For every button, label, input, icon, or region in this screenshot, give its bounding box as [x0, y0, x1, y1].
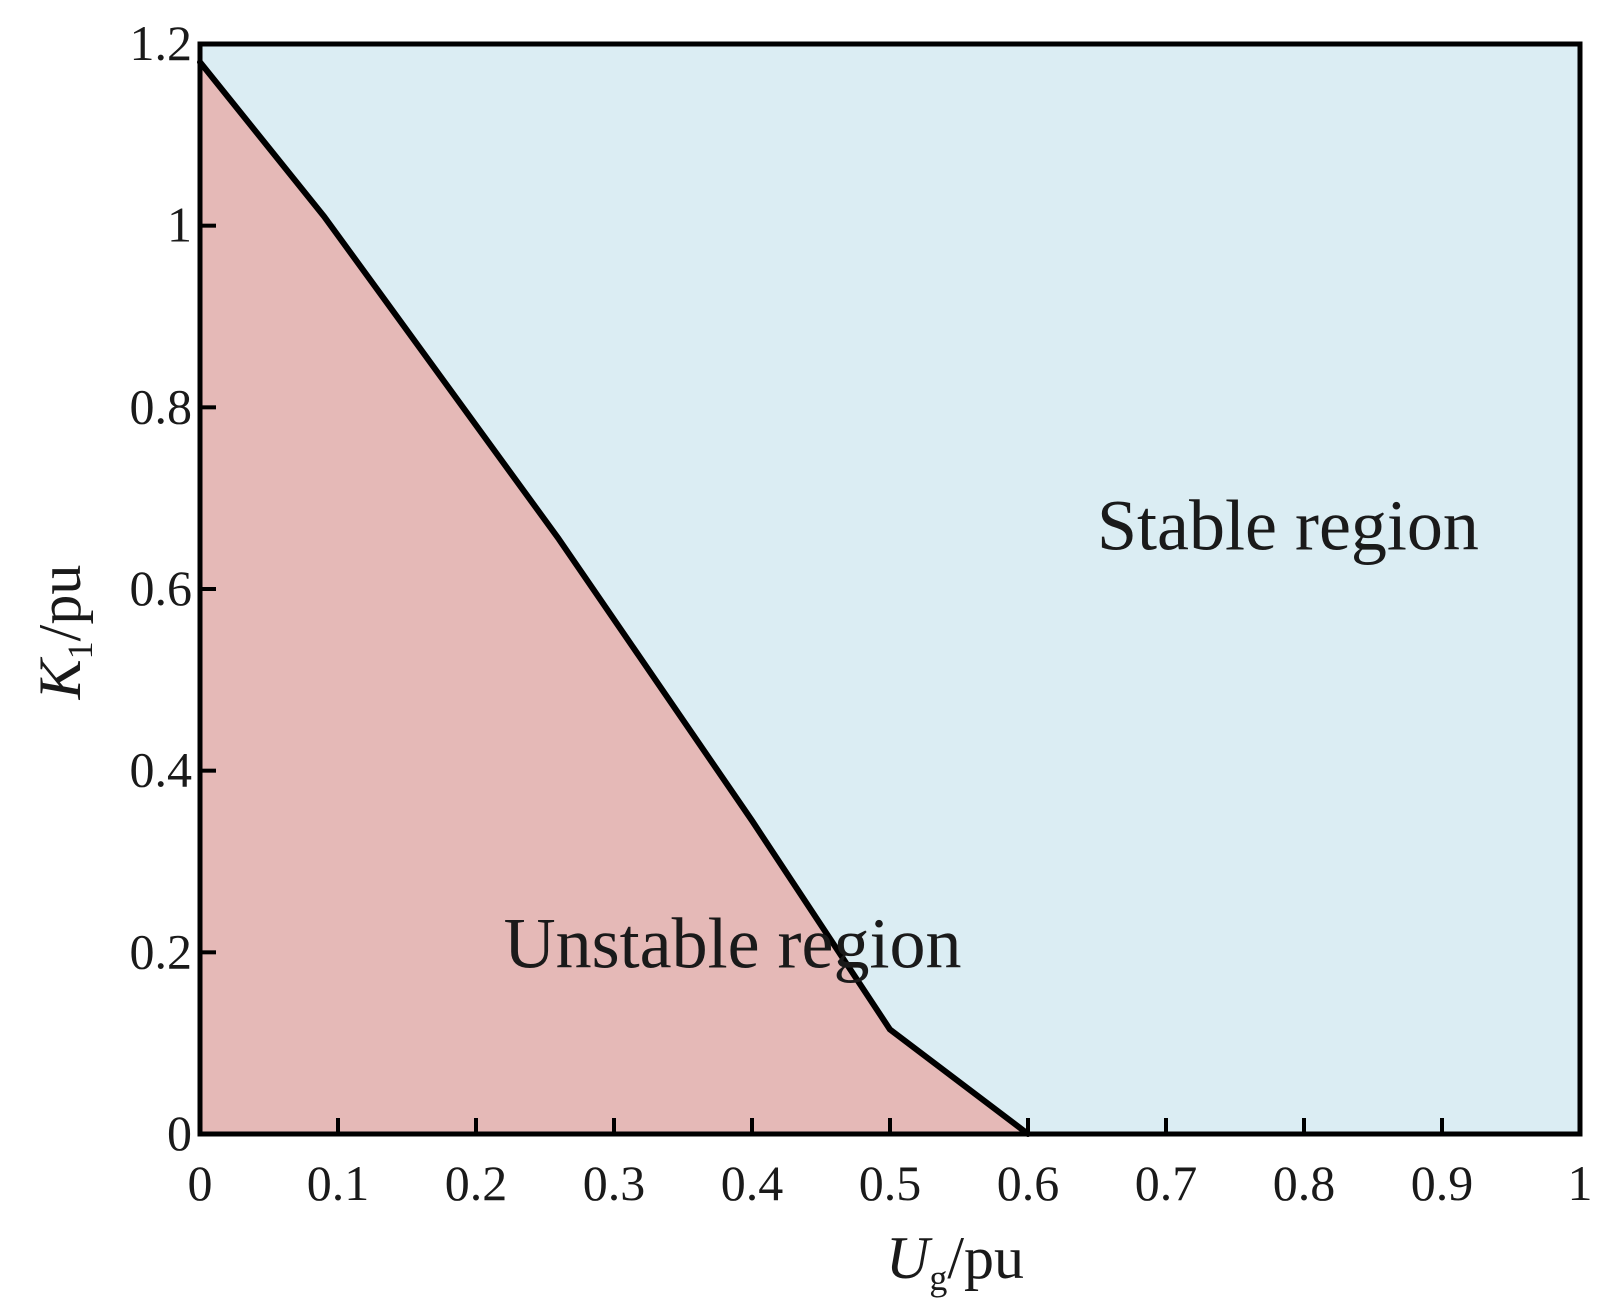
x-axis-unit: /pu [947, 1225, 1024, 1291]
region-labels-layer: Unstable region Stable region [504, 485, 1479, 983]
ticks-layer: 0 0.1 0.2 0.3 0.4 0.5 0.6 0.7 0.8 0.9 1 0 0.2 0.4 0.6 0… [130, 15, 1593, 1211]
x-tick-label: 0.5 [859, 1155, 922, 1211]
y-tick-label: 0 [167, 1105, 192, 1161]
x-tick-label: 0.3 [583, 1155, 646, 1211]
stability-boundary-line [197, 59, 1031, 1137]
y-tick-label: 1 [167, 197, 192, 253]
y-tick-label: 0.4 [130, 742, 193, 798]
y-axis-subscript: 1 [60, 641, 100, 659]
unstable-region-fill [200, 62, 1028, 1135]
x-axis-subscript: g [929, 1258, 947, 1298]
x-tick-label: 0.1 [307, 1155, 370, 1211]
x-axis-title: Ug/pu [886, 1225, 1024, 1298]
x-tick-label: 0.2 [445, 1155, 508, 1211]
y-axis-unit: /pu [27, 565, 93, 642]
x-tick-label: 0.7 [1135, 1155, 1198, 1211]
x-tick-label: 0.4 [721, 1155, 784, 1211]
y-axis-title: K1/pu [27, 565, 100, 701]
x-axis-symbol: U [886, 1225, 933, 1291]
x-tick-label: 0.8 [1273, 1155, 1336, 1211]
y-tick-label: 1.2 [130, 15, 193, 71]
y-axis-symbol: K [27, 656, 93, 700]
y-tick-label: 0.2 [130, 923, 193, 979]
x-tick-label: 1 [1568, 1155, 1593, 1211]
y-tick-label: 0.8 [130, 378, 193, 434]
boundary-layer [197, 59, 1031, 1137]
stable-region-label: Stable region [1097, 485, 1479, 565]
regions-layer [200, 44, 1580, 1135]
y-tick-label: 0.6 [130, 560, 193, 616]
x-tick-label: 0.6 [997, 1155, 1060, 1211]
unstable-region-label: Unstable region [504, 903, 962, 983]
x-tick-label: 0 [188, 1155, 213, 1211]
x-tick-label: 0.9 [1411, 1155, 1474, 1211]
